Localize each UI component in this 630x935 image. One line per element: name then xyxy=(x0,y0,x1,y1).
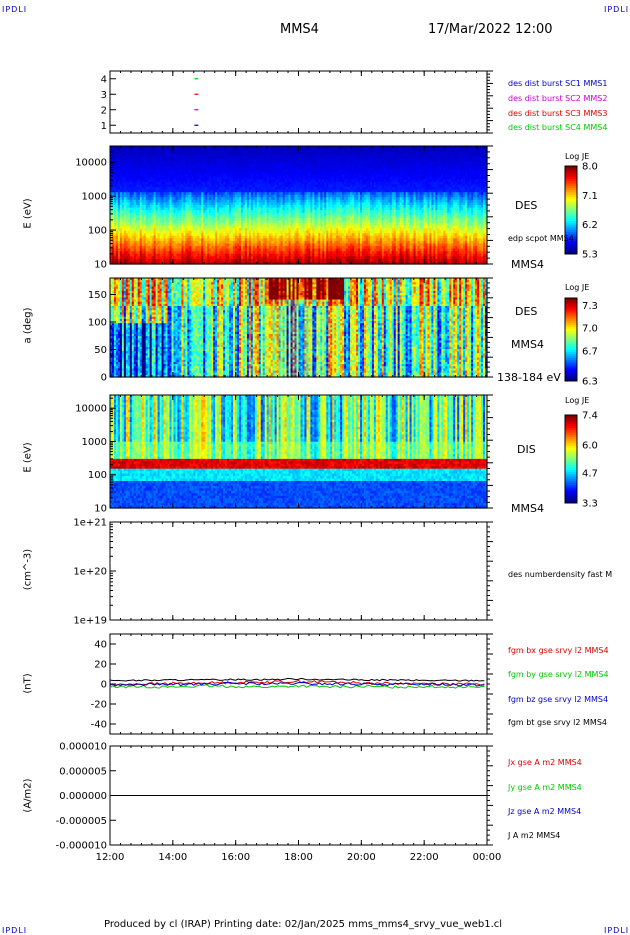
colorbar-tick-1-0: 8.0 xyxy=(582,162,598,173)
colorbar-title-dis-energy: Log JE xyxy=(565,396,589,405)
ytick-label-1-2: 1000 xyxy=(82,192,107,203)
ytick-label-5-0: -40 xyxy=(91,720,107,731)
ytick-label-3-0: 10 xyxy=(94,504,107,515)
ytick-label-4-2: 1e+21 xyxy=(73,518,107,529)
label-des: DES xyxy=(515,199,537,212)
ytick-label-1-1: 100 xyxy=(88,226,107,237)
xtick-label-2: 16:00 xyxy=(221,852,250,863)
ytick-label-6-4: -0.000010 xyxy=(56,841,107,852)
colorbar-title-des-pitch: Log JE xyxy=(565,283,589,292)
colorbar-tick-3-3: 3.3 xyxy=(582,499,598,510)
colorbar-tick-3-1: 6.0 xyxy=(582,441,598,452)
xtick-label-5: 22:00 xyxy=(410,852,439,863)
ytick-label-2-1: 50 xyxy=(94,345,107,356)
xtick-label-1: 14:00 xyxy=(158,852,187,863)
label-mms4-des-energy: MMS4 xyxy=(511,258,544,271)
ytick-label-6-1: 0.000005 xyxy=(59,766,107,777)
ytick-label-6-3: -0.000005 xyxy=(56,816,107,827)
ytick-label-0-2: 3 xyxy=(101,90,107,101)
colorbar-tick-2-2: 6.7 xyxy=(582,346,598,357)
label-des-pitch: DES xyxy=(515,305,537,318)
colorbar-title-des-energy: Log JE xyxy=(565,152,589,161)
ytick-label-2-3: 150 xyxy=(88,290,107,301)
ytick-label-0-0: 1 xyxy=(101,121,107,132)
ytick-label-4-0: 1e+19 xyxy=(73,616,107,627)
fgm-series-2 xyxy=(110,682,484,686)
label-energy-range: 138-184 eV xyxy=(497,371,561,384)
label-mms4-dis-energy: MMS4 xyxy=(511,502,544,515)
legend-jx: Jx gse A m2 MMS4 xyxy=(508,758,582,767)
ytick-label-6-0: 0.000010 xyxy=(59,742,107,753)
legend-density: des numberdensity fast M xyxy=(508,570,612,579)
spectrogram-1 xyxy=(110,146,488,265)
label-edp-scpot: edp scpot MMS4 xyxy=(508,234,574,243)
colorbar-tick-2-0: 7.3 xyxy=(582,301,598,312)
ytick-label-2-2: 100 xyxy=(88,318,107,329)
colorbar-tick-1-1: 7.1 xyxy=(582,191,598,202)
ytick-label-5-2: 0 xyxy=(101,680,107,691)
legend-jy: Jy gse A m2 MMS4 xyxy=(508,783,582,792)
xtick-label-3: 18:00 xyxy=(284,852,313,863)
ytick-label-1-0: 10 xyxy=(94,260,107,271)
footer-credits: Produced by cl (IRAP) Printing date: 02/… xyxy=(104,919,502,930)
colorbar-tick-2-1: 7.0 xyxy=(582,324,598,335)
legend-burst-sc2: des dist burst SC2 MMS2 xyxy=(508,94,607,103)
ytick-label-5-1: -20 xyxy=(91,700,107,711)
xtick-label-0: 12:00 xyxy=(96,852,125,863)
legend-fgm-bt: fgm bt gse srvy l2 MMS4 xyxy=(508,718,607,727)
ylabel-des-energy: E (eV) xyxy=(23,194,34,234)
label-mms4-pitch: MMS4 xyxy=(511,338,544,351)
ylabel-dis-energy: E (eV) xyxy=(23,438,34,478)
ytick-label-2-0: 0 xyxy=(101,373,107,384)
label-dis: DIS xyxy=(517,443,536,456)
ytick-label-3-1: 100 xyxy=(88,470,107,481)
xtick-label-4: 20:00 xyxy=(347,852,376,863)
colorbar-tick-3-2: 4.7 xyxy=(582,468,598,479)
ytick-label-0-3: 4 xyxy=(101,74,107,85)
colorbar-tick-1-3: 5.3 xyxy=(582,250,598,261)
legend-fgm-bz: fgm bz gse srvy l2 MMS4 xyxy=(508,695,608,704)
legend-burst-sc4: des dist burst SC4 MMS4 xyxy=(508,123,607,132)
colorbar-tick-3-0: 7.4 xyxy=(582,411,598,422)
ytick-label-5-3: 20 xyxy=(94,660,107,671)
ytick-label-0-1: 2 xyxy=(101,105,107,116)
legend-burst-sc1: des dist burst SC1 MMS1 xyxy=(508,79,607,88)
ylabel-current: (A/m2) xyxy=(23,772,34,820)
spectrogram-3 xyxy=(110,395,488,509)
ytick-label-3-2: 1000 xyxy=(82,437,107,448)
legend-burst-sc3: des dist burst SC3 MMS3 xyxy=(508,109,607,118)
legend-fgm-bx: fgm bx gse srvy l2 MMS4 xyxy=(508,646,609,655)
ytick-label-5-4: 40 xyxy=(94,640,107,651)
panel-frame-0 xyxy=(110,71,487,133)
ytick-label-1-3: 10000 xyxy=(75,158,107,169)
ytick-label-3-3: 10000 xyxy=(75,404,107,415)
panel-frame-4 xyxy=(110,522,487,620)
legend-jz: Jz gse A m2 MMS4 xyxy=(508,807,581,816)
ylabel-des-pitch: a (deg) xyxy=(23,304,34,348)
legend-fgm-by: fgm by gse srvy l2 MMS4 xyxy=(508,670,609,679)
spectrogram-2 xyxy=(110,278,488,378)
ylabel-fgm: (nT) xyxy=(23,664,34,704)
ytick-label-4-1: 1e+20 xyxy=(73,567,107,578)
colorbar-tick-2-3: 6.3 xyxy=(582,377,598,388)
ytick-label-6-2: 0.000000 xyxy=(59,791,107,802)
ylabel-density: (cm^-3) xyxy=(23,546,34,594)
colorbar-tick-1-2: 6.2 xyxy=(582,220,598,231)
xtick-label-6: 00:00 xyxy=(473,852,502,863)
legend-j: J A m2 MMS4 xyxy=(508,831,560,840)
